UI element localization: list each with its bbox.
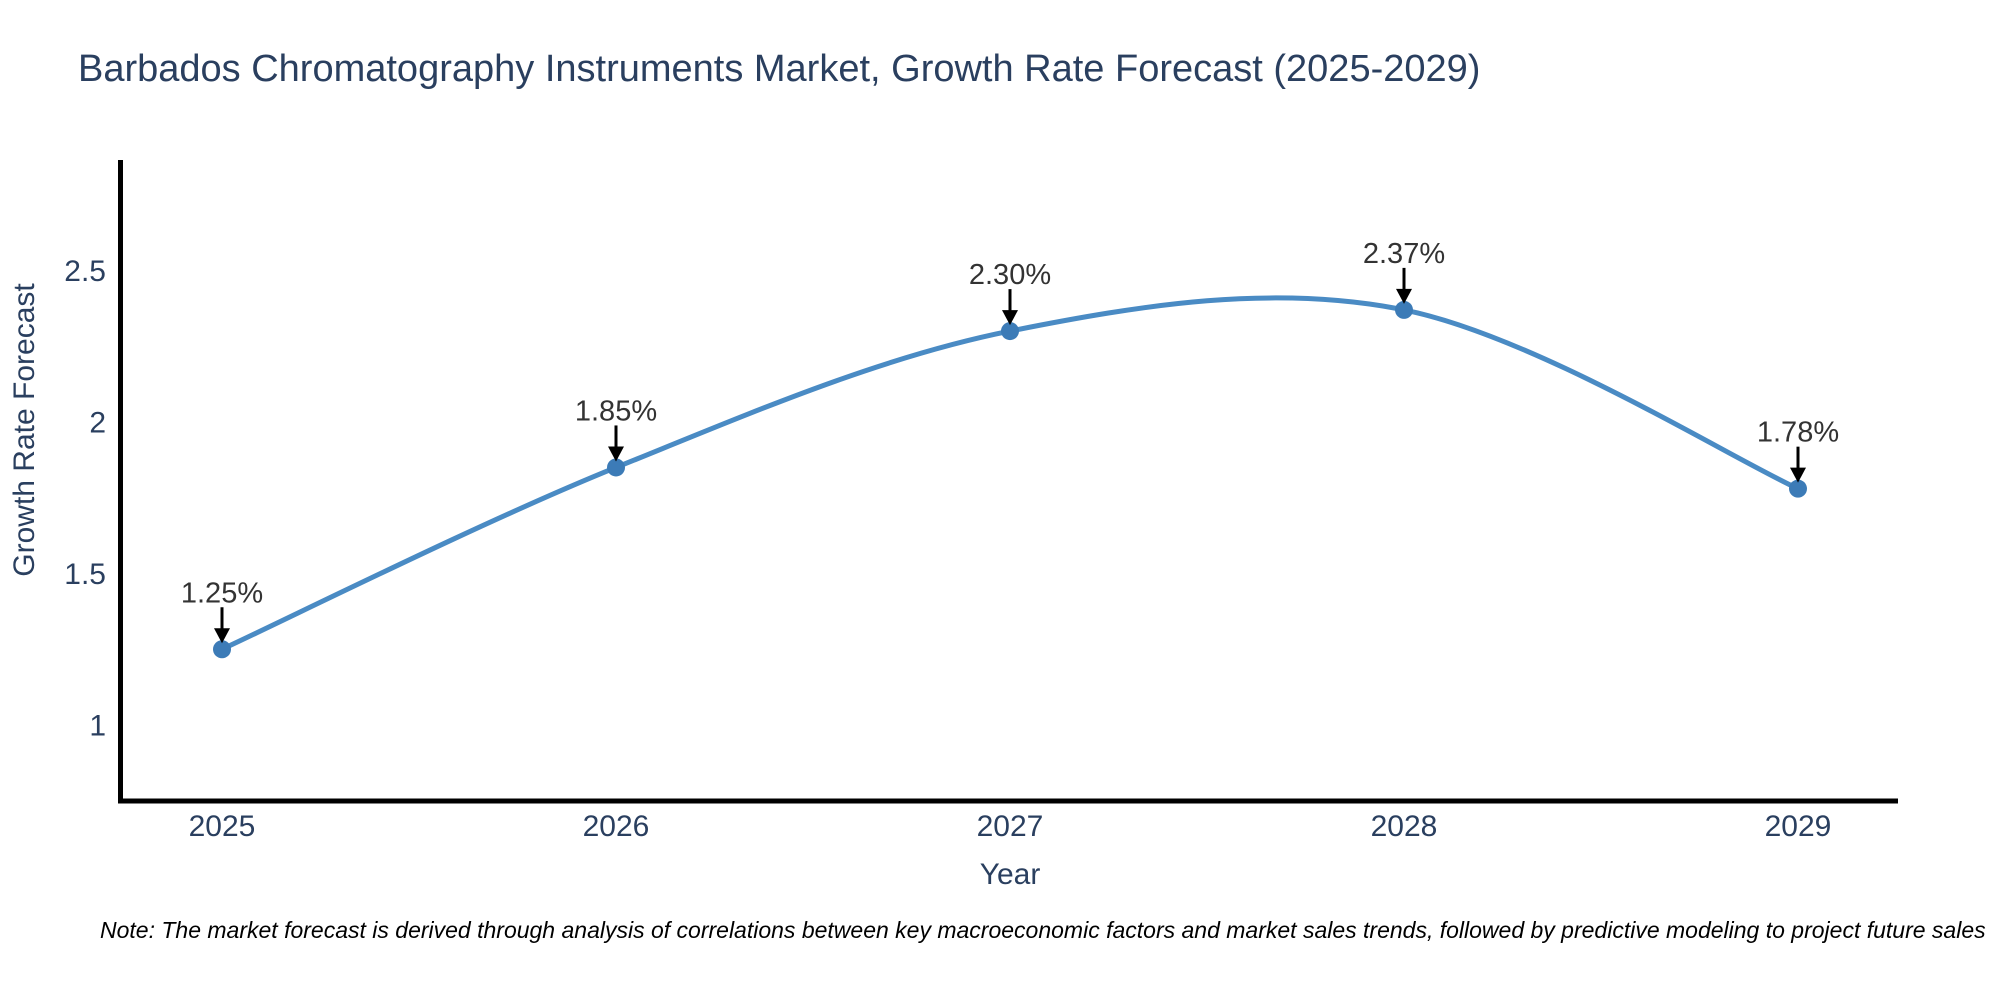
- data-label: 1.85%: [575, 395, 657, 427]
- footnote: Note: The market forecast is derived thr…: [100, 917, 1986, 943]
- data-label: 1.25%: [181, 577, 263, 609]
- y-tick-label: 1: [89, 710, 106, 743]
- forecast-line: [219, 295, 1801, 652]
- data-label: 2.30%: [969, 259, 1051, 291]
- y-tick-label: 1.5: [64, 558, 106, 591]
- data-point[interactable]: [1789, 479, 1807, 498]
- y-axis-title: Growth Rate Forecast: [8, 283, 41, 577]
- annotation-arrow-head: [214, 628, 230, 644]
- x-tick-label: 2027: [977, 810, 1044, 843]
- y-tick-label: 2: [89, 407, 106, 440]
- plot-area: 1 1.5 2 2.5 2025 2026 2027 2028 2029 1.25% 1.85% 2.…: [64, 238, 1839, 843]
- annotation-arrow-head: [1002, 310, 1018, 326]
- data-point[interactable]: [1395, 300, 1413, 319]
- annotation-arrow-head: [1396, 288, 1412, 304]
- annotation-arrow-head: [1790, 467, 1806, 483]
- x-tick-label: 2028: [1371, 810, 1438, 843]
- y-tick-label: 2.5: [64, 255, 106, 288]
- data-point[interactable]: [607, 458, 625, 477]
- x-tick-label: 2025: [189, 810, 256, 843]
- data-label: 1.78%: [1757, 417, 1839, 449]
- data-label: 2.37%: [1363, 238, 1445, 270]
- x-tick-label: 2026: [583, 810, 650, 843]
- chart-title: Barbados Chromatography Instruments Mark…: [78, 48, 1480, 90]
- x-axis-title: Year: [980, 858, 1041, 891]
- annotation-arrow-head: [608, 446, 624, 462]
- x-tick-label: 2029: [1765, 810, 1832, 843]
- data-point[interactable]: [213, 640, 231, 659]
- data-point[interactable]: [1001, 322, 1019, 341]
